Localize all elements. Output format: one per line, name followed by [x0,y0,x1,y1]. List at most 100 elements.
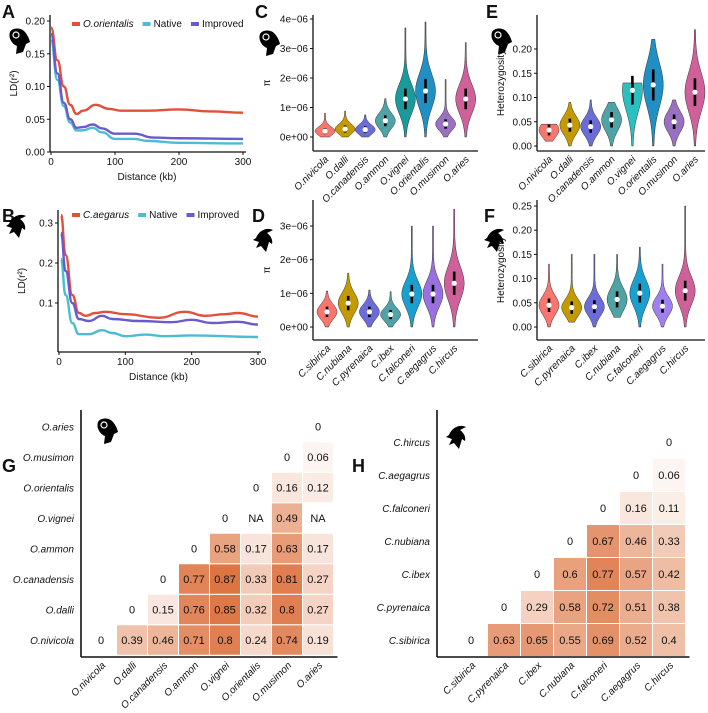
y-tick-label: 0.10 [513,93,533,104]
y-tick-label: 0.25 [513,202,533,213]
heatmap-value: 0.32 [245,605,266,617]
legend-label: C.aegarus [83,210,129,221]
heatmap-cell [240,593,272,626]
y-tick-label: 0.2 [39,259,53,270]
median-point [322,128,328,134]
median-point [430,291,436,297]
column-label: O.ammon [162,660,201,699]
y-tick-label: 3e−06 [280,222,309,233]
violin [443,208,465,328]
heatmap-cell [116,624,148,656]
median-point [591,304,598,310]
ram-horn-curl [262,33,270,41]
column-label: O.dalli [111,660,139,688]
row-label: C.sibirica [389,636,431,647]
heatmap-value: NA [248,513,264,525]
y-tick-label: 0e+00 [280,133,309,144]
heatmap-cell [302,563,334,595]
y-tick-label: 0.20 [26,17,46,28]
heatmap-value: 0.67 [592,536,613,548]
heatmap-value: 0.58 [214,544,235,556]
goat-head-icon [253,228,273,252]
y-tick-label: 0.15 [26,49,46,60]
goat-head-shape [446,425,466,449]
violin [652,263,673,328]
x-tick-label: 100 [107,157,124,168]
x-tick-label: 200 [183,357,200,368]
median-point [345,300,351,306]
heatmap-cell [652,623,686,657]
heatmap-value: 0.06 [658,470,679,482]
heatmap-value: 0 [633,470,639,482]
heatmap-value: 0.27 [307,574,328,586]
row-label: C.nubiana [384,537,430,548]
goat-head-shape [6,214,26,238]
column-label: O.aries [295,660,326,691]
violin [380,291,401,328]
median-point [366,309,372,315]
heatmap-cell [553,590,587,624]
heatmap-value: 0.15 [152,605,173,617]
heatmap-cell [652,524,686,558]
heatmap-value: 0.38 [658,602,679,614]
ram-head-shape [491,28,512,54]
heatmap-cell [619,590,653,624]
heatmap-value: 0.46 [152,635,173,647]
y-tick-label: 0.00 [26,148,46,159]
violin [401,225,423,328]
heatmap-value: 0 [253,483,259,495]
ram-head-icon [97,418,118,444]
heatmap-cell [302,624,334,656]
row-label: O.vignei [37,514,74,525]
heatmap-value: 0.24 [245,635,266,647]
heatmap-cell [271,502,303,534]
row-label: O.dalli [46,606,75,617]
median-point [629,87,636,93]
legend-swatch [72,22,80,26]
ram-head-shape [9,28,30,54]
legend-swatch [190,22,199,26]
y-tick-label: 0.15 [513,69,533,80]
heatmap-value: 0 [468,635,474,647]
ram-head-icon [259,30,280,56]
heatmap-value: 0.71 [183,635,204,647]
heatmap-value: 0.52 [625,635,646,647]
x-tick-label: 0 [48,157,54,168]
panel-label: F [484,206,495,226]
y-tick-label: 1e−06 [280,289,309,300]
y-tick-label: 0.00 [513,323,533,334]
column-label: C.hircus [642,660,676,694]
y-axis-title: π [262,79,273,86]
heatmap-value: 0.77 [592,569,613,581]
panel-label: E [486,2,498,22]
x-tick-label: 300 [250,357,267,368]
heatmap-value: 0.63 [493,635,514,647]
heatmap-value: 0.69 [592,635,613,647]
heatmap-value: 0.33 [658,536,679,548]
x-axis-title: Distance (kb) [118,172,177,183]
legend-swatch [186,213,195,217]
panel-label: G [2,456,16,476]
heatmap-value: 0 [666,437,672,449]
violin [561,254,582,323]
heatmap-value: 0.06 [307,452,328,464]
heatmap-value: 0.4 [661,635,676,647]
heatmap-value: 0.65 [526,635,547,647]
heatmap-value: 0 [98,635,104,647]
row-label: O.musimon [23,453,75,464]
heatmap-value: 0.39 [121,635,142,647]
heatmap-value: 0 [567,536,573,548]
y-tick-label: 2e−06 [280,74,309,85]
heatmap-cell [652,458,686,492]
ram-horn-curl [494,31,502,39]
median-point [463,96,469,102]
heatmap-cell [553,557,587,591]
median-point [546,302,552,308]
heatmap-value: 0.51 [625,602,646,614]
heatmap-value: 0.76 [183,605,204,617]
y-axis-title: LD(r²) [9,70,20,96]
median-point [422,88,429,94]
median-point [362,127,368,133]
median-point [324,309,330,315]
ram-head-icon [9,28,30,54]
